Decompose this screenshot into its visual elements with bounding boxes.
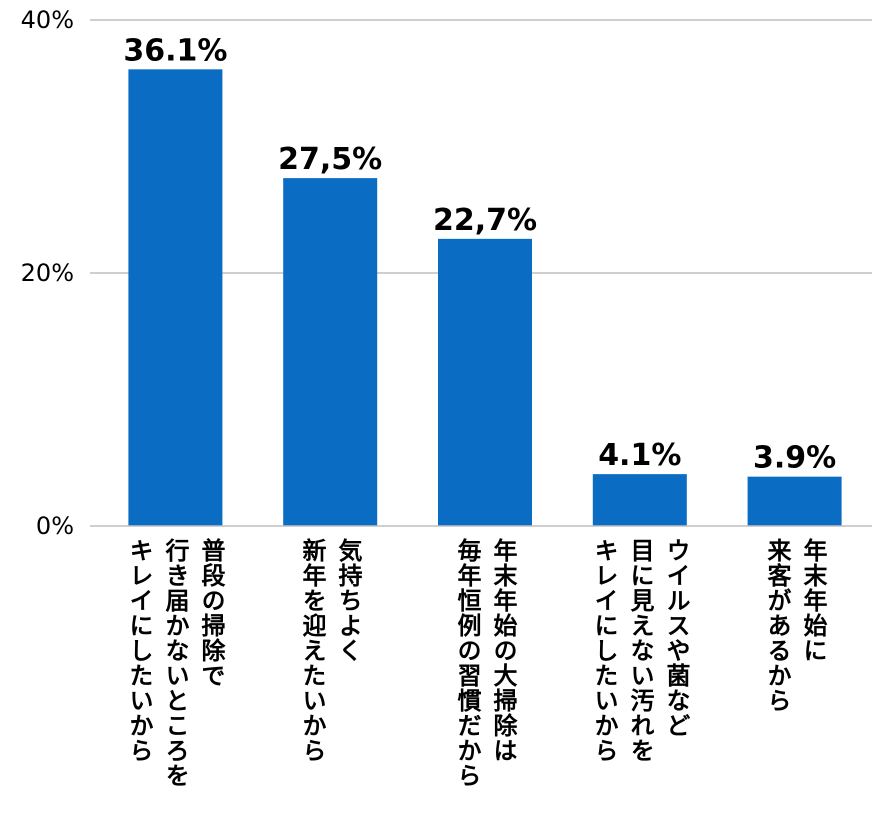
category-label: 気持ちよく 新年を迎えたいから — [299, 538, 361, 763]
category-label: ウイルスや菌など 目に見えない汚れを キレイにしたいから — [591, 538, 689, 763]
category-label-line: ウイルスや菌など — [663, 538, 689, 763]
category-label-line: 気持ちよく — [335, 538, 361, 763]
category-label-line: 来客があるから — [764, 538, 790, 713]
category-label: 普段の掃除で 行き届かないところを キレイにしたいから — [126, 538, 224, 788]
bar — [128, 69, 222, 526]
data-label: 22,7% — [433, 203, 537, 238]
category-label-line: 毎年恒例の習慣だから — [454, 538, 480, 788]
category-label-line: 年末年始に — [800, 538, 826, 713]
category-label-line: 行き届かないところを — [162, 538, 188, 788]
category-label: 年末年始の大掃除は 毎年恒例の習慣だから — [454, 538, 516, 788]
category-label-line: 目に見えない汚れを — [627, 538, 653, 763]
category-label-line: 年末年始の大掃除は — [490, 538, 516, 788]
category-label: 年末年始に 来客があるから — [764, 538, 826, 713]
category-label-line: キレイにしたいから — [591, 538, 617, 763]
bar — [748, 477, 842, 526]
y-tick-label: 0% — [36, 512, 74, 540]
data-label: 36.1% — [123, 33, 227, 68]
category-label-line: キレイにしたいから — [126, 538, 152, 788]
bar — [438, 239, 532, 526]
bars — [128, 69, 841, 526]
category-label-line: 新年を迎えたいから — [299, 538, 325, 763]
bar — [593, 474, 687, 526]
y-axis-ticks: 0% 20% 40% — [21, 6, 74, 540]
data-label: 4.1% — [598, 438, 681, 473]
y-tick-label: 20% — [21, 259, 74, 287]
data-label: 27,5% — [278, 142, 382, 177]
category-label-line: 普段の掃除で — [198, 538, 224, 788]
data-label: 3.9% — [753, 441, 836, 476]
bar — [283, 178, 377, 526]
y-tick-label: 40% — [21, 6, 74, 34]
